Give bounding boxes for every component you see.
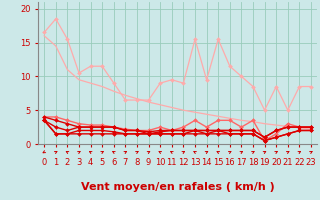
- Text: Vent moyen/en rafales ( km/h ): Vent moyen/en rafales ( km/h ): [81, 182, 275, 192]
